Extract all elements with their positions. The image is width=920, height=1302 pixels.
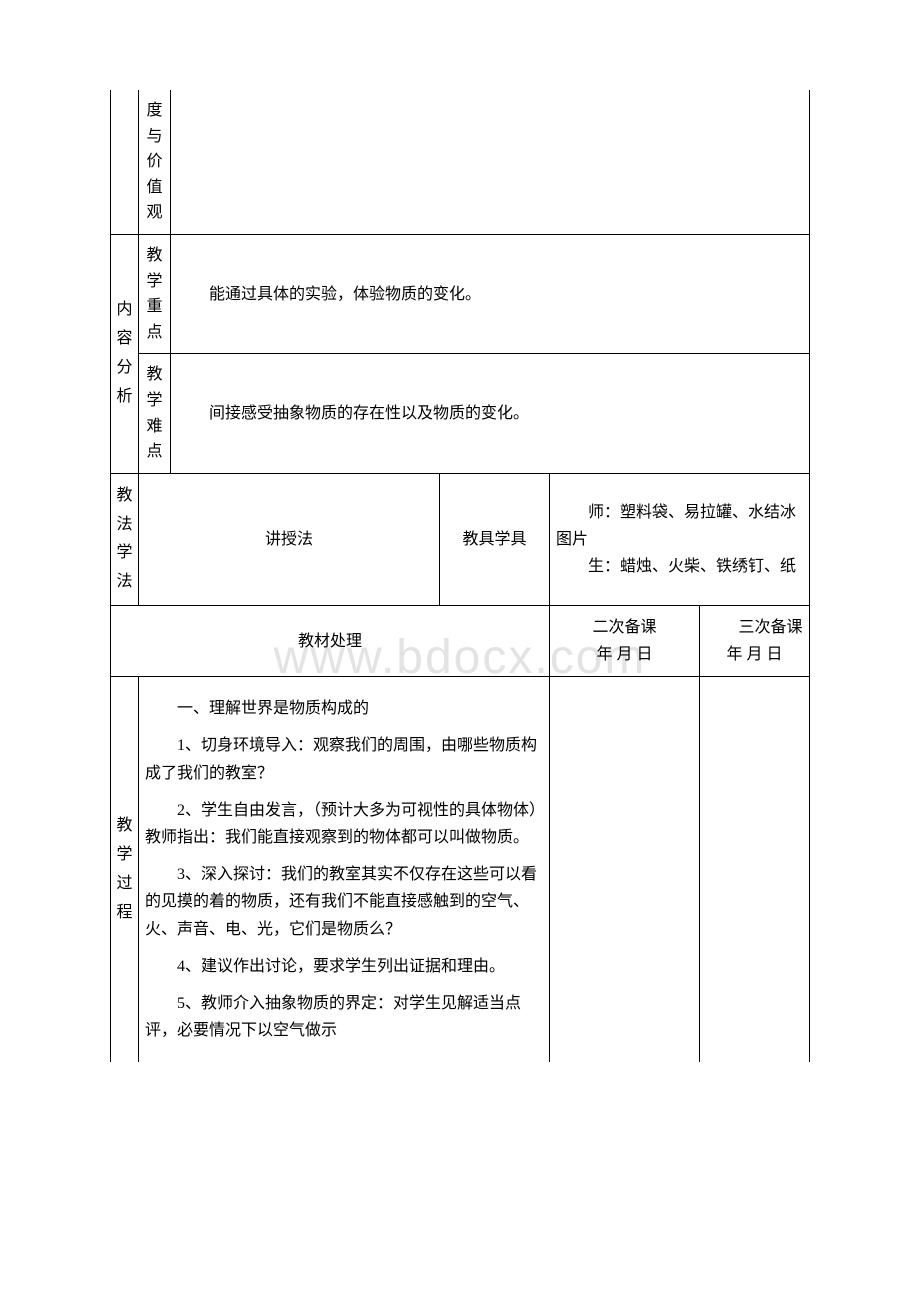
difficulty-content: 间接感受抽象物质的存在性以及物质的变化。: [177, 400, 803, 427]
material-processing-label: 教材处理: [117, 628, 543, 655]
tools-student: 生：蜡烛、火柴、铁绣钉、纸: [556, 553, 803, 580]
process-p3: 3、深入探讨：我们的教室其实不仅存在这些可以看的见摸的着的物质，还有我们不能直接…: [145, 861, 543, 943]
second-prep-content: [550, 677, 700, 1063]
second-prep-date: 年 月 日: [556, 641, 693, 668]
section-title: 一、理解世界是物质构成的: [145, 695, 543, 722]
lesson-plan-table: 度与价值观 内容分析 教学重点 能通过具体的实验，体验物质的变化。 教学难点 间…: [110, 90, 810, 1062]
process-p1: 1、切身环境导入：观察我们的周围，由哪些物质构成了我们的教室？: [145, 732, 543, 786]
header-col3: 三次备课 年 月 日: [700, 605, 810, 676]
process-p2: 2、学生自由发言，（预计大多为可视性的具体物体）教师指出：我们能直接观察到的物体…: [145, 797, 543, 851]
difficulty-label: 教学难点: [139, 354, 171, 473]
third-prep-content: [700, 677, 810, 1063]
method-value: 讲授法: [139, 473, 440, 605]
tools-label: 教具学具: [440, 473, 550, 605]
tools-teacher: 师：塑料袋、易拉罐、水结冰图片: [556, 499, 803, 553]
third-prep-date: 年 月 日: [706, 641, 803, 668]
third-prep-label: 三次备课: [706, 614, 803, 641]
process-label: 教学过程: [111, 677, 139, 1063]
difficulty-text: 间接感受抽象物质的存在性以及物质的变化。: [171, 354, 810, 473]
method-label: 教法学法: [111, 473, 139, 605]
tools-content: 师：塑料袋、易拉罐、水结冰图片 生：蜡烛、火柴、铁绣钉、纸: [550, 473, 810, 605]
second-prep-label: 二次备课: [556, 614, 693, 641]
keypoint-content: 能通过具体的实验，体验物质的变化。: [177, 281, 803, 308]
attitude-value-content: [171, 90, 810, 234]
process-content: 一、理解世界是物质构成的 1、切身环境导入：观察我们的周围，由哪些物质构成了我们…: [139, 677, 550, 1063]
header-col1: 教材处理: [111, 605, 550, 676]
process-p4: 4、建议作出讨论，要求学生列出证据和理由。: [145, 953, 543, 980]
header-col2: 二次备课 年 月 日: [550, 605, 700, 676]
process-p5: 5、教师介入抽象物质的界定：对学生见解适当点评，必要情况下以空气做示: [145, 990, 543, 1044]
content-analysis-label: 内容分析: [111, 234, 139, 473]
keypoint-text: 能通过具体的实验，体验物质的变化。: [171, 234, 810, 353]
attitude-value-label: 度与价值观: [139, 90, 171, 234]
empty-left-cell: [111, 90, 139, 234]
keypoint-label: 教学重点: [139, 234, 171, 353]
